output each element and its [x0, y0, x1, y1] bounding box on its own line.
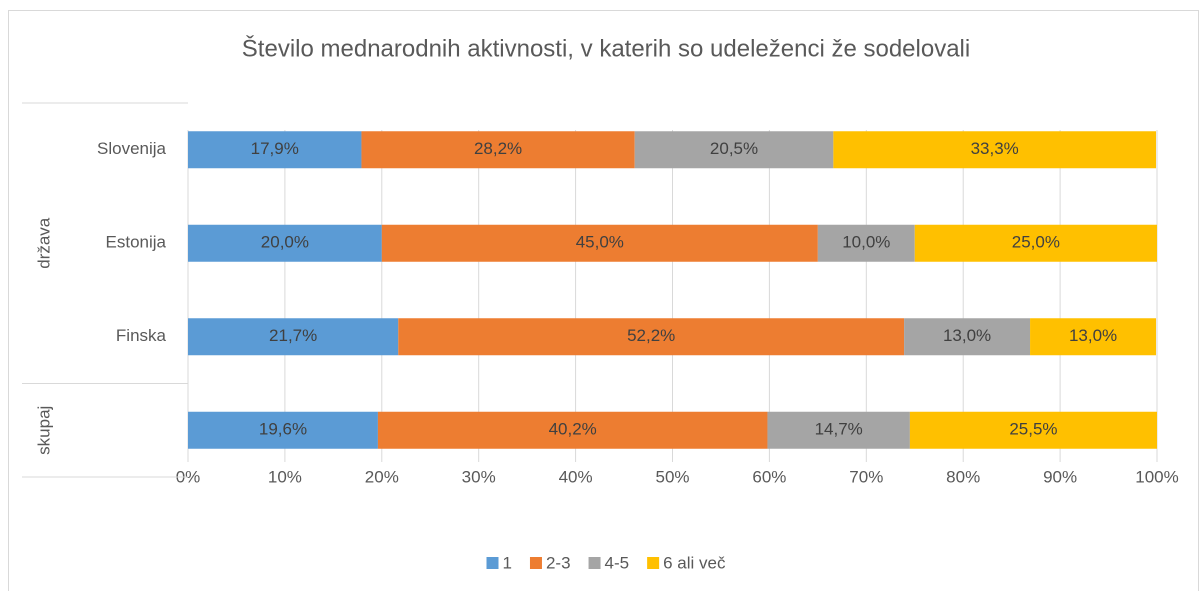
- value-label: 14,7%: [815, 420, 863, 439]
- bar-segment: [833, 131, 1157, 169]
- x-tick-label: 100%: [1135, 467, 1178, 486]
- bar-segment: [381, 224, 818, 262]
- x-tick-label: 30%: [462, 467, 496, 486]
- value-label: 17,9%: [251, 139, 299, 158]
- value-label: 25,0%: [1012, 233, 1060, 252]
- x-tick-label: 20%: [365, 467, 399, 486]
- x-tick-label: 40%: [559, 467, 593, 486]
- legend-label: 6 ali več: [663, 553, 726, 572]
- value-label: 45,0%: [576, 233, 624, 252]
- bar-segment: [188, 224, 382, 262]
- bar-segment: [914, 224, 1157, 262]
- group-label: država: [34, 217, 53, 269]
- value-label: 40,2%: [549, 420, 597, 439]
- bar-segment: [817, 224, 915, 262]
- bar-segment: [188, 318, 399, 356]
- legend-label: 4-5: [605, 553, 630, 572]
- bar-segment: [909, 411, 1157, 449]
- bar-segment: [1030, 318, 1157, 356]
- x-tick-label: 50%: [655, 467, 689, 486]
- value-label: 28,2%: [474, 139, 522, 158]
- legend-swatch: [486, 557, 499, 569]
- value-label: 20,0%: [261, 233, 309, 252]
- bar-segment: [188, 411, 378, 449]
- legend-label: 2-3: [546, 553, 571, 572]
- value-label: 13,0%: [1069, 326, 1117, 345]
- legend-swatch: [647, 557, 660, 569]
- x-tick-label: 90%: [1043, 467, 1077, 486]
- y-tick-label: Finska: [116, 326, 167, 345]
- value-label: 52,2%: [627, 326, 675, 345]
- value-label: 33,3%: [971, 139, 1019, 158]
- y-tick-label: Estonija: [106, 233, 167, 252]
- legend-swatch: [588, 557, 601, 569]
- x-tick-label: 70%: [849, 467, 883, 486]
- value-label: 10,0%: [842, 233, 890, 252]
- value-label: 13,0%: [943, 326, 991, 345]
- value-label: 20,5%: [710, 139, 758, 158]
- y-tick-label: Slovenija: [97, 139, 167, 158]
- value-label: 21,7%: [269, 326, 317, 345]
- value-label: 25,5%: [1009, 420, 1057, 439]
- chart-border: [8, 10, 1199, 591]
- group-label: skupaj: [34, 406, 53, 455]
- chart-title: Število mednarodnih aktivnosti, v kateri…: [242, 34, 970, 62]
- value-label: 19,6%: [259, 420, 307, 439]
- bar-segment: [904, 318, 1031, 356]
- legend-label: 1: [503, 553, 512, 572]
- x-tick-label: 10%: [268, 467, 302, 486]
- x-tick-label: 60%: [752, 467, 786, 486]
- bar-segment: [188, 131, 362, 169]
- bar-segment: [398, 318, 905, 356]
- x-tick-label: 80%: [946, 467, 980, 486]
- legend-swatch: [529, 557, 542, 569]
- bar-segment: [377, 411, 768, 449]
- bar-segment: [361, 131, 635, 169]
- bar-segment: [634, 131, 834, 169]
- bar-segment: [767, 411, 910, 449]
